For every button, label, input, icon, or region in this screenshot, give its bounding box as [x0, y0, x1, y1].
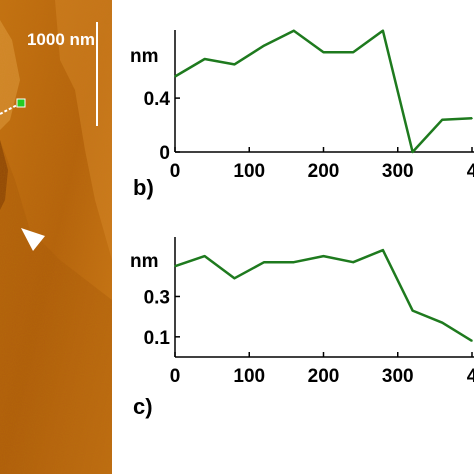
- y-tick-label: 0.1: [144, 328, 171, 349]
- data-point: [441, 118, 444, 121]
- data-point: [441, 321, 444, 324]
- arrowhead-marker: [21, 228, 45, 251]
- data-point: [293, 29, 295, 32]
- data-point: [174, 265, 176, 268]
- data-point: [233, 277, 236, 280]
- y-tick-label: 0.4: [144, 89, 171, 110]
- profile-line-series: [174, 248, 473, 342]
- x-tick-label: 300: [382, 366, 414, 387]
- data-point: [203, 255, 206, 257]
- data-point: [322, 255, 325, 257]
- data-point: [471, 117, 473, 120]
- x-tick-label: 0: [170, 366, 181, 387]
- data-point: [174, 75, 176, 78]
- data-point: [411, 151, 414, 153]
- data-point: [382, 249, 384, 251]
- y-axis-label: nm: [130, 46, 159, 67]
- x-tick-label: 4: [467, 161, 474, 182]
- scale-bar-label: 1000 nm: [27, 30, 95, 49]
- chart-b-axes: [174, 30, 474, 153]
- afm-topography-image: 1000 nm: [0, 0, 112, 474]
- profile-line-series: [174, 29, 473, 154]
- chart-c-ticks: 0 100 200 300 4 0.3 0.1: [144, 287, 474, 387]
- data-point: [411, 309, 414, 312]
- x-tick-label: 100: [233, 161, 265, 182]
- data-point: [203, 58, 206, 60]
- data-point: [471, 340, 473, 342]
- panel-label-c: c): [133, 394, 153, 419]
- data-point: [322, 51, 325, 54]
- data-point: [263, 44, 265, 47]
- chart-b-series: [174, 29, 473, 154]
- data-point: [382, 29, 384, 32]
- panel-label-b: b): [133, 175, 154, 200]
- x-tick-label: 200: [308, 366, 340, 387]
- data-point: [352, 261, 354, 263]
- x-tick-label: 4: [467, 366, 474, 387]
- profile-line: [0, 103, 20, 115]
- data-point: [293, 261, 295, 263]
- x-tick-label: 0: [170, 161, 181, 182]
- profile-chart-c: 0 100 200 300 4 0.3 0.1 nm: [130, 237, 474, 387]
- profile-chart-b: 0 100 200 300 4 0.4 0 nm: [130, 29, 474, 182]
- y-tick-label: 0.3: [144, 287, 170, 308]
- afm-noise: [0, 0, 112, 474]
- x-tick-label: 300: [382, 161, 414, 182]
- chart-c-axes: [174, 237, 474, 358]
- x-tick-label: 200: [308, 161, 340, 182]
- x-tick-label: 100: [233, 366, 265, 387]
- profile-end-marker: [16, 98, 26, 108]
- y-tick-label: 0: [159, 143, 170, 164]
- data-point: [352, 51, 354, 54]
- data-point: [233, 63, 236, 66]
- chart-b-ticks: 0 100 200 300 4 0.4 0: [144, 89, 474, 182]
- y-axis-label: nm: [130, 251, 159, 272]
- chart-c-series: [174, 248, 473, 342]
- data-point: [263, 261, 265, 263]
